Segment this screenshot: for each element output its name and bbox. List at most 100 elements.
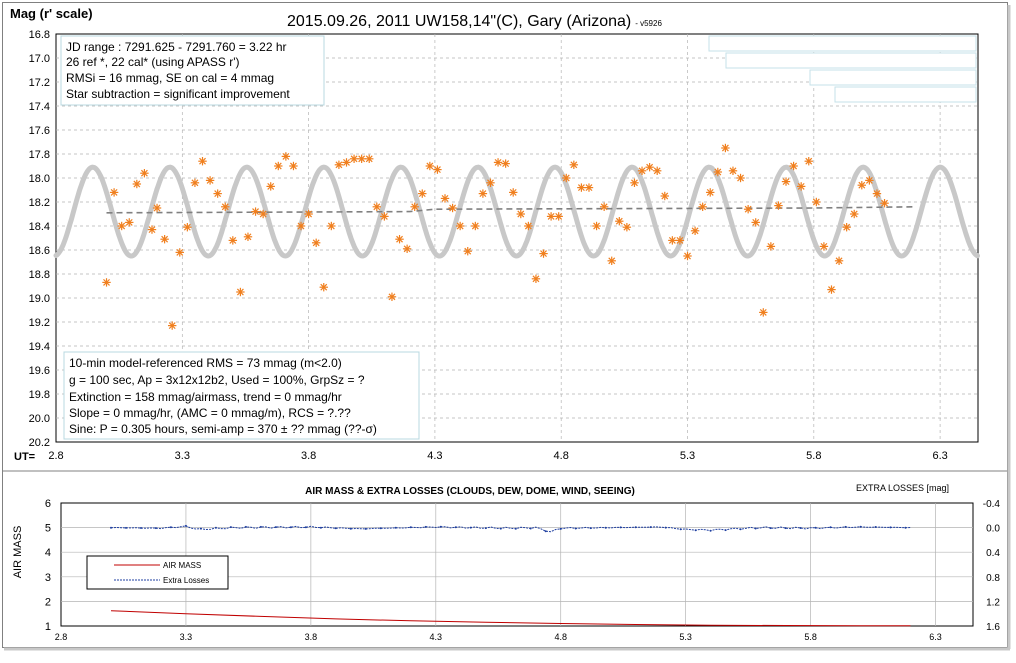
- top-x-tick-label: 4.3: [427, 450, 442, 462]
- top-y-tick-label: 19.4: [29, 341, 50, 353]
- extra-losses-point: [469, 526, 472, 529]
- top-x-axis-label: UT=: [14, 451, 35, 463]
- extra-losses-point: [799, 527, 802, 529]
- magnitude-point: [387, 292, 397, 301]
- info-top-line-1: JD range : 7291.625 - 7291.760 = 3.22 hr: [66, 40, 287, 54]
- bottom-y2-tick-label: 0.4: [986, 548, 1000, 559]
- extra-losses-point: [110, 526, 112, 529]
- extra-losses-point: [259, 525, 262, 528]
- extra-losses-point: [484, 527, 487, 530]
- extra-losses-point: [784, 527, 787, 530]
- bottom-x-tick-label: 3.3: [180, 632, 193, 642]
- top-x-tick-label: 2.8: [48, 450, 63, 462]
- magnitude-point: [117, 221, 126, 231]
- bottom-y-tick-label: 6: [45, 498, 51, 510]
- magnitude-point: [160, 235, 169, 244]
- top-y-tick-label: 17.4: [29, 101, 50, 113]
- magnitude-point: [524, 221, 533, 231]
- magnitude-point: [365, 154, 374, 163]
- magnitude-point: [865, 176, 874, 185]
- bottom-y2-tick-label: 0.0: [986, 524, 1000, 535]
- magnitude-point: [539, 249, 548, 258]
- magnitude-point: [812, 197, 821, 207]
- extra-losses-point: [244, 525, 247, 528]
- magnitude-point: [766, 242, 776, 251]
- extra-losses-point: [499, 527, 502, 530]
- bottom-y2-tick-label: 1.2: [986, 597, 1000, 608]
- extra-losses-points: [110, 524, 907, 533]
- info-bottom-line-5: Sine: P = 0.305 hours, semi-amp = 370 ± …: [69, 422, 377, 436]
- extra-losses-point: [559, 527, 562, 530]
- bottom-y2-tick-label: -0.4: [983, 499, 1001, 510]
- magnitude-point: [759, 308, 768, 317]
- magnitude-point: [819, 242, 829, 251]
- magnitude-point: [281, 152, 291, 161]
- legend-box-4: [834, 86, 977, 103]
- extra-losses-point: [214, 526, 217, 529]
- magnitude-point: [258, 209, 268, 219]
- bottom-legend: AIR MASS Extra Losses: [86, 555, 229, 590]
- magnitude-point: [675, 236, 685, 245]
- magnitude-point: [736, 173, 745, 183]
- extra-losses-point: [739, 528, 742, 531]
- magnitude-point: [774, 201, 783, 210]
- magnitude-point: [327, 221, 336, 231]
- extra-losses-point: [229, 526, 232, 529]
- extra-losses-point: [304, 526, 307, 529]
- magnitude-point: [410, 202, 419, 211]
- extra-losses-point: [814, 526, 817, 529]
- top-y-tick-label: 18.2: [29, 197, 50, 209]
- magnitude-point: [577, 183, 586, 192]
- magnitude-point: [592, 221, 601, 231]
- extra-losses-point: [125, 526, 127, 529]
- top-y-tick-label: 19.8: [29, 389, 50, 401]
- bottom-y2-ticks: -0.4 0.0 0.4 0.8 1.2 1.6: [983, 499, 1001, 633]
- magnitude-point: [221, 202, 230, 211]
- magnitude-point: [486, 178, 495, 187]
- magnitude-point: [402, 244, 412, 253]
- info-bottom-line-4: Slope = 0 mmag/hr, (AMC = 0 mmag/m), RCS…: [69, 406, 351, 420]
- magnitude-point: [296, 221, 306, 231]
- extra-losses-point: [424, 525, 427, 528]
- extra-losses-point: [529, 527, 532, 530]
- magnitude-points: [102, 143, 889, 330]
- magnitude-point: [198, 157, 207, 166]
- magnitude-point: [706, 188, 715, 197]
- magnitude-point: [584, 183, 594, 192]
- magnitude-point: [796, 182, 806, 191]
- extra-losses-point: [679, 528, 682, 531]
- magnitude-point: [804, 157, 813, 166]
- bottom-y-tick-label: 1: [45, 621, 51, 633]
- info-bottom-line-1: 10-min model-referenced RMS = 73 mmag (m…: [69, 356, 342, 370]
- magnitude-point: [228, 236, 238, 245]
- extra-losses-point: [604, 526, 607, 529]
- extra-losses-point: [364, 527, 367, 530]
- info-box-top: JD range : 7291.625 - 7291.760 = 3.22 hr…: [60, 35, 325, 106]
- magnitude-point: [190, 178, 200, 187]
- top-y-tick-label: 18.6: [29, 245, 50, 257]
- magnitude-point: [425, 161, 435, 171]
- extra-losses-point: [394, 526, 397, 529]
- magnitude-point: [569, 160, 579, 169]
- magnitude-point: [509, 188, 518, 197]
- info-box-top-frame: [60, 35, 325, 106]
- bottom-y-tick-label: 3: [45, 572, 51, 584]
- info-box-bottom: 10-min model-referenced RMS = 73 mmag (m…: [63, 351, 420, 440]
- magnitude-point: [834, 256, 844, 265]
- bottom-x-tick-label: 4.8: [554, 632, 567, 642]
- magnitude-point: [842, 223, 851, 232]
- extra-losses-point: [874, 526, 877, 528]
- extra-losses-point: [619, 526, 622, 529]
- magnitude-point: [478, 189, 488, 198]
- bottom-right-axis-title: EXTRA LOSSES [mag]: [856, 483, 949, 493]
- magnitude-point: [463, 247, 472, 256]
- magnitude-point: [652, 166, 662, 175]
- magnitude-point: [599, 202, 609, 211]
- top-y-tick-label: 17.2: [29, 77, 50, 89]
- extra-losses-point: [199, 527, 202, 530]
- magnitude-point: [827, 285, 836, 294]
- top-y-axis-label: Mag (r' scale): [10, 6, 93, 21]
- magnitude-point: [152, 203, 162, 213]
- magnitude-point: [274, 161, 283, 171]
- extra-losses-point: [709, 529, 712, 532]
